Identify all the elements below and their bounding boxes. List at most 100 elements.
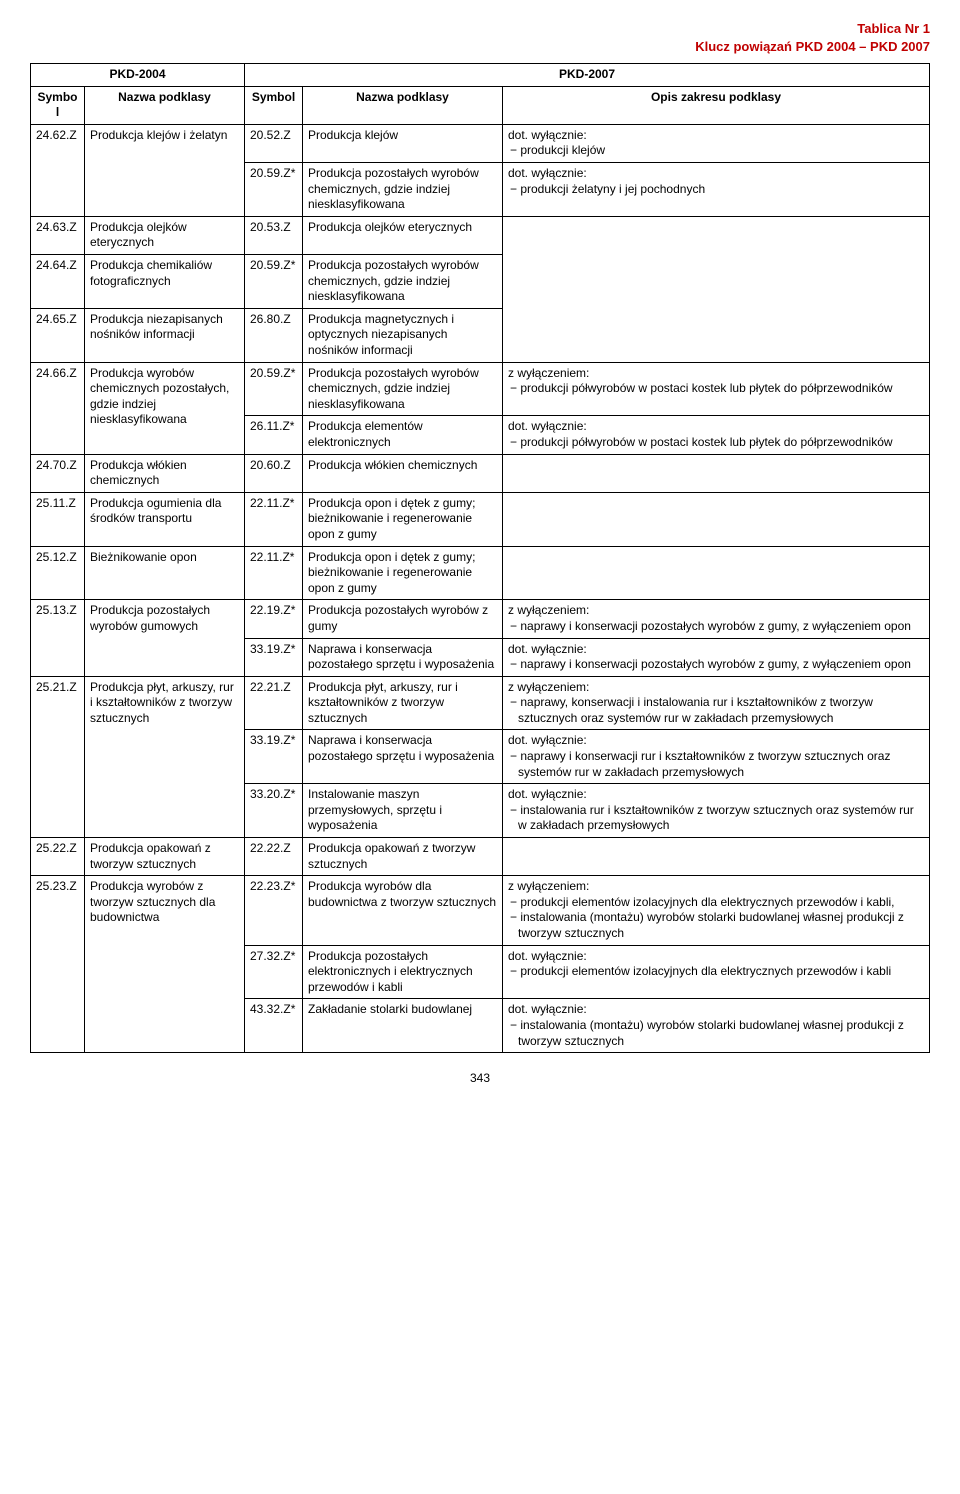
cell-symbol-2004: 25.13.Z [31, 600, 85, 676]
opis-item: − produkcji półwyrobów w postaci kostek … [508, 435, 924, 451]
opis-prefix: dot. wyłącznie: [508, 1002, 587, 1016]
cell-name-2004: Produkcja wyrobów chemicznych pozostałyc… [85, 362, 245, 454]
table-row: 25.22.Z Produkcja opakowań z tworzyw sztu… [31, 838, 930, 876]
opis-prefix: dot. wyłącznie: [508, 787, 587, 801]
cell-name-2007: Produkcja pozostałych wyrobów z gumy [303, 600, 503, 638]
cell-name-2007: Produkcja pozostałych wyrobów chemicznyc… [303, 255, 503, 309]
th-pkd2004: PKD-2004 [31, 64, 245, 87]
th-nazwa-1: Nazwa podklasy [85, 86, 245, 124]
cell-name-2007: Produkcja elementów elektronicznych [303, 416, 503, 454]
cell-name-2007: Produkcja włókien chemicznych [303, 454, 503, 492]
table-row: 25.23.ZProdukcja wyrobów z tworzyw sztuc… [31, 876, 930, 945]
cell-symbol-2007: 33.19.Z* [245, 638, 303, 676]
table-row: 25.11.ZProdukcja ogumienia dla środków t… [31, 492, 930, 546]
cell-opis [503, 216, 930, 362]
header-block: Tablica Nr 1 Klucz powiązań PKD 2004 – P… [30, 20, 930, 55]
cell-opis: z wyłączeniem:− naprawy, konserwacji i i… [503, 676, 930, 730]
cell-symbol-2004: 24.64.Z [31, 255, 85, 309]
table-row: 24.70.ZProdukcja włókien chemicznych20.6… [31, 454, 930, 492]
table-row: 25.13.ZProdukcja pozostałych wyrobów gum… [31, 600, 930, 638]
cell-name-2004: Produkcja olejków eterycznych [85, 216, 245, 254]
opis-prefix: dot. wyłącznie: [508, 419, 587, 433]
cell-symbol-2004: 24.63.Z [31, 216, 85, 254]
cell-symbol-2007: 22.23.Z* [245, 876, 303, 945]
cell-name-2007: Produkcja opon i dętek z gumy; bieżnikow… [303, 492, 503, 546]
cell-opis: dot. wyłącznie: − produkcji półwyrobów w … [503, 416, 930, 454]
cell-opis: z wyłączeniem:− produkcji półwyrobów w p… [503, 362, 930, 416]
cell-symbol-2004: 25.23.Z [31, 876, 85, 1053]
opis-prefix: z wyłączeniem: [508, 680, 589, 694]
cell-opis: dot. wyłącznie:− produkcji klejów [503, 124, 930, 162]
cell-name-2007: Instalowanie maszyn przemysłowych, sprzę… [303, 784, 503, 838]
cell-symbol-2007: 20.59.Z* [245, 362, 303, 416]
cell-name-2007: Produkcja opakowań z tworzyw sztucznych [303, 838, 503, 876]
cell-name-2004: Produkcja wyrobów z tworzyw sztucznych d… [85, 876, 245, 1053]
opis-item: − naprawy, konserwacji i instalowania ru… [508, 695, 924, 726]
cell-symbol-2007: 20.59.Z* [245, 255, 303, 309]
opis-item: − produkcji żelatyny i jej pochodnych [508, 182, 924, 198]
cell-opis [503, 492, 930, 546]
cell-opis [503, 454, 930, 492]
opis-prefix: z wyłączeniem: [508, 879, 589, 893]
cell-symbol-2007: 33.20.Z* [245, 784, 303, 838]
opis-item: − instalowania (montażu) wyrobów stolark… [508, 910, 924, 941]
table-row: 24.66.ZProdukcja wyrobów chemicznych poz… [31, 362, 930, 416]
cell-opis [503, 546, 930, 600]
opis-item: − naprawy i konserwacji pozostałych wyro… [508, 619, 924, 635]
cell-symbol-2007: 22.11.Z* [245, 546, 303, 600]
opis-prefix: z wyłączeniem: [508, 366, 589, 380]
cell-symbol-2007: 20.52.Z [245, 124, 303, 162]
page-number: 343 [30, 1071, 930, 1085]
cell-symbol-2007: 26.11.Z* [245, 416, 303, 454]
opis-item: − produkcji elementów izolacyjnych dla e… [508, 964, 924, 980]
cell-name-2007: Naprawa i konserwacja pozostałego sprzęt… [303, 730, 503, 784]
cell-symbol-2004: 25.22.Z [31, 838, 85, 876]
cell-name-2007: Produkcja pozostałych wyrobów chemicznyc… [303, 163, 503, 217]
opis-prefix: dot. wyłącznie: [508, 642, 587, 656]
cell-name-2007: Produkcja pozostałych wyrobów chemicznyc… [303, 362, 503, 416]
cell-symbol-2007: 22.19.Z* [245, 600, 303, 638]
cell-symbol-2004: 25.21.Z [31, 676, 85, 837]
cell-opis: dot. wyłącznie:− naprawy i konserwacji r… [503, 730, 930, 784]
opis-prefix: dot. wyłącznie: [508, 733, 587, 747]
header-line-1: Tablica Nr 1 [857, 21, 930, 36]
cell-symbol-2007: 22.11.Z* [245, 492, 303, 546]
cell-opis: dot. wyłącznie: − instalowania (montażu) … [503, 999, 930, 1053]
cell-name-2004: Produkcja włókien chemicznych [85, 454, 245, 492]
table-row: 24.62.ZProdukcja klejów i żelatyn20.52.Z… [31, 124, 930, 162]
cell-name-2007: Produkcja płyt, arkuszy, rur i kształtow… [303, 676, 503, 730]
cell-name-2007: Produkcja olejków eterycznych [303, 216, 503, 254]
table-row: 25.12.ZBieżnikowanie opon22.11.Z*Produkc… [31, 546, 930, 600]
cell-name-2007: Zakładanie stolarki budowlanej [303, 999, 503, 1053]
cell-name-2007: Produkcja opon i dętek z gumy; bieżnikow… [303, 546, 503, 600]
cell-name-2004: Produkcja ogumienia dla środków transpor… [85, 492, 245, 546]
cell-symbol-2004: 24.62.Z [31, 124, 85, 216]
opis-prefix: z wyłączeniem: [508, 603, 589, 617]
cell-symbol-2007: 27.32.Z* [245, 945, 303, 999]
cell-symbol-2007: 33.19.Z* [245, 730, 303, 784]
opis-item: − instalowania rur i kształtowników z tw… [508, 803, 924, 834]
cell-name-2004: Bieżnikowanie opon [85, 546, 245, 600]
th-symbol-1: Symbol [31, 86, 85, 124]
cell-opis [503, 838, 930, 876]
th-nazwa-2: Nazwa podklasy [303, 86, 503, 124]
th-opis: Opis zakresu podklasy [503, 86, 930, 124]
opis-item: − naprawy i konserwacji pozostałych wyro… [508, 657, 924, 673]
pkd-table: PKD-2004 PKD-2007 Symbol Nazwa podklasy … [30, 63, 930, 1053]
cell-name-2004: Produkcja niezapisanych nośników informa… [85, 308, 245, 362]
cell-symbol-2004: 24.65.Z [31, 308, 85, 362]
cell-symbol-2007: 43.32.Z* [245, 999, 303, 1053]
cell-opis: dot. wyłącznie:− produkcji żelatyny i je… [503, 163, 930, 217]
opis-item: − instalowania (montażu) wyrobów stolark… [508, 1018, 924, 1049]
cell-name-2004: Produkcja klejów i żelatyn [85, 124, 245, 216]
cell-name-2007: Produkcja pozostałych elektronicznych i … [303, 945, 503, 999]
opis-prefix: dot. wyłącznie: [508, 128, 587, 142]
opis-prefix: dot. wyłącznie: [508, 949, 587, 963]
cell-symbol-2007: 20.59.Z* [245, 163, 303, 217]
cell-name-2007: Produkcja magnetycznych i optycznych nie… [303, 308, 503, 362]
cell-opis: z wyłączeniem:− produkcji elementów izol… [503, 876, 930, 945]
cell-opis: z wyłączeniem: − naprawy i konserwacji po… [503, 600, 930, 638]
th-symbol-2: Symbol [245, 86, 303, 124]
cell-name-2007: Produkcja wyrobów dla budownictwa z twor… [303, 876, 503, 945]
cell-name-2007: Naprawa i konserwacja pozostałego sprzęt… [303, 638, 503, 676]
